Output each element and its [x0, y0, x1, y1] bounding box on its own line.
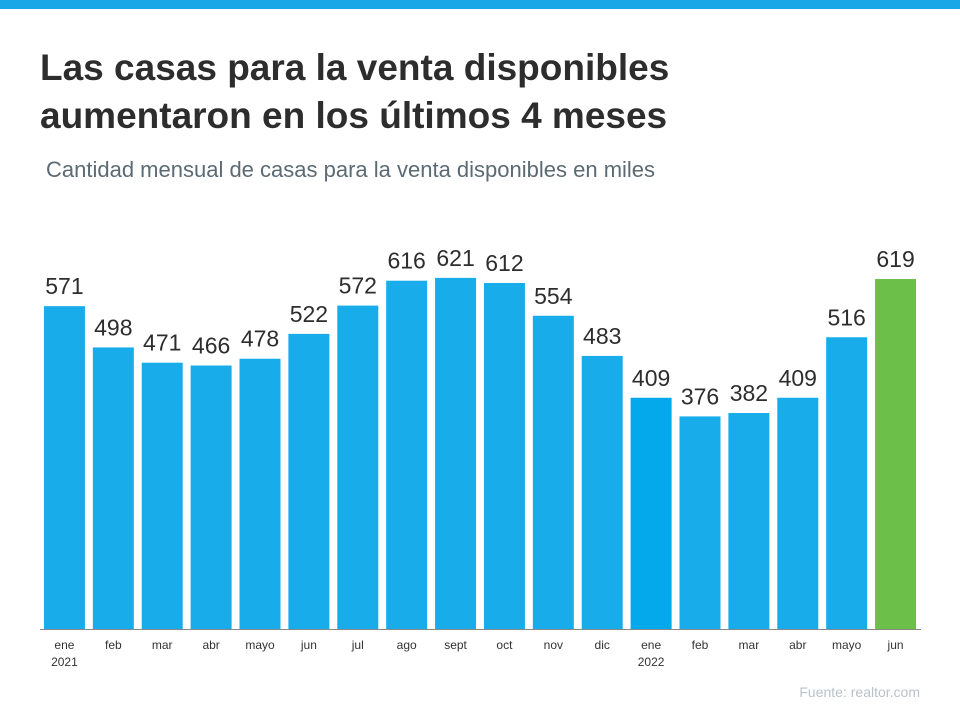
value-label: 483: [583, 323, 621, 349]
value-label: 612: [485, 250, 523, 276]
x-tick-label: feb: [691, 638, 709, 652]
x-tick-label: nov: [543, 638, 563, 652]
value-label: 409: [779, 365, 817, 391]
x-tick-label: mar: [738, 638, 760, 652]
value-label: 554: [534, 283, 573, 309]
value-label: 471: [143, 330, 181, 356]
value-label: 571: [45, 273, 83, 299]
value-label: 516: [827, 304, 865, 330]
value-label: 376: [681, 383, 719, 409]
x-tick-label: jun: [887, 638, 904, 652]
x-tick-label: ene 2021: [51, 638, 78, 669]
bar: [630, 397, 672, 629]
top-bar: [0, 0, 960, 9]
bar: [581, 355, 623, 629]
x-tick-label: mayo: [831, 638, 862, 652]
bar: [337, 305, 379, 629]
value-label: 621: [436, 245, 474, 271]
x-tick-label: jun: [300, 638, 317, 652]
bar: [875, 279, 917, 629]
x-tick-label: ene 2022: [637, 638, 665, 669]
value-label: 466: [192, 333, 230, 359]
x-tick-label: dic: [594, 638, 610, 652]
bar: [777, 397, 819, 629]
value-label: 616: [387, 248, 425, 274]
bar: [43, 306, 85, 629]
x-tick-label: sept: [444, 638, 467, 652]
bar: [435, 277, 477, 629]
bar: [728, 413, 770, 629]
source: Fuente: realtor.com: [799, 684, 920, 700]
value-label: 498: [94, 314, 132, 340]
bar: [92, 347, 134, 629]
x-tick-label: jul: [351, 638, 364, 652]
bar: [532, 315, 574, 629]
x-tick-label: abr: [789, 638, 807, 652]
bar: [386, 280, 428, 629]
bar: [288, 333, 330, 629]
bar: [239, 358, 281, 629]
chart-title: Las casas para la venta disponibles aume…: [40, 47, 670, 136]
bar: [141, 362, 183, 629]
x-tick-label: oct: [496, 638, 513, 652]
value-label: 478: [241, 326, 279, 352]
bar: [679, 416, 721, 629]
bar: [826, 337, 868, 629]
value-label: 572: [339, 273, 377, 299]
x-tick-label: mar: [151, 638, 173, 652]
x-tick-label: ago: [396, 638, 417, 652]
value-label: 382: [730, 380, 768, 406]
bar: [190, 365, 232, 629]
value-label: 619: [876, 246, 914, 272]
value-label: 409: [632, 365, 670, 391]
x-tick-label: feb: [104, 638, 122, 652]
bar: [483, 282, 525, 629]
chart-subtitle: Cantidad mensual de casas para la venta …: [46, 157, 656, 182]
value-label: 522: [290, 301, 328, 327]
x-tick-label: mayo: [245, 638, 275, 652]
x-tick-label: abr: [202, 638, 220, 652]
